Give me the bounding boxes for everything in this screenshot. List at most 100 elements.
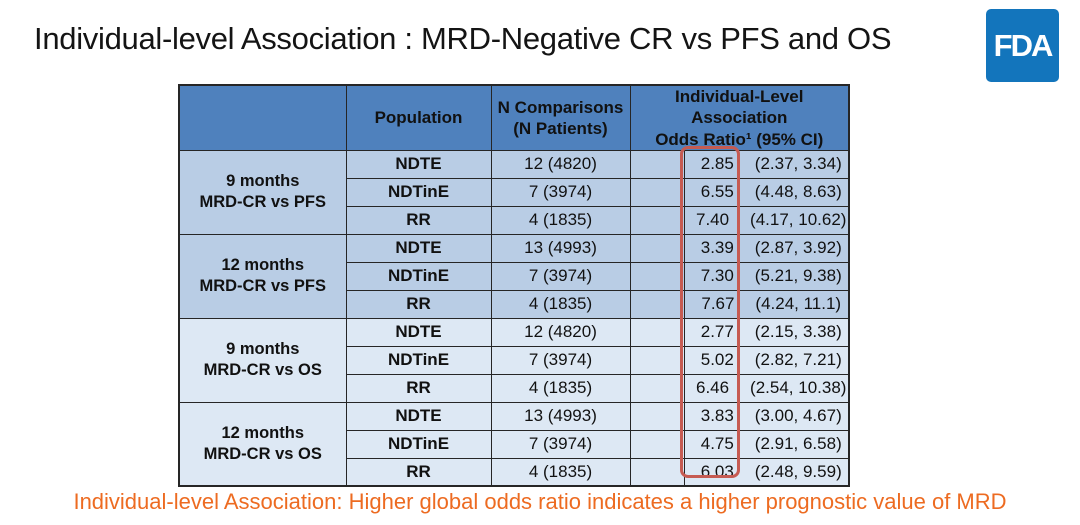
spacer-cell xyxy=(629,373,685,403)
n-comparisons-cell: 12 (4820) xyxy=(490,317,631,347)
odds-ratio-cell: 7.40 (4.17, 10.62) xyxy=(683,205,850,235)
population-cell: RR xyxy=(345,289,492,319)
odds-ratio-value: 3.83 xyxy=(700,406,734,426)
odds-ratio-cell: 4.75 (2.91, 6.58) xyxy=(683,429,850,459)
confidence-interval-value: (3.00, 4.67) xyxy=(754,406,842,426)
spacer-cell xyxy=(629,177,685,207)
odds-ratio-value: 7.30 xyxy=(700,266,734,286)
odds-ratio-value: 7.40 xyxy=(696,210,730,230)
odds-ratio-value: 7.67 xyxy=(701,294,735,314)
odds-ratio-cell: 5.02 (2.82, 7.21) xyxy=(683,345,850,375)
spacer-cell xyxy=(629,233,685,263)
odds-ratio-cell: 3.83 (3.00, 4.67) xyxy=(683,401,850,431)
odds-ratio-value: 5.02 xyxy=(700,350,734,370)
table-row: RR 4 (1835) 7.40 (4.17, 10.62) xyxy=(179,205,850,235)
spacer-cell xyxy=(629,457,685,487)
confidence-interval-value: (2.37, 3.34) xyxy=(754,154,842,174)
odds-ratio-cell: 6.55 (4.48, 8.63) xyxy=(683,177,850,207)
table-row: NDTinE 7 (3974) 4.75 (2.91, 6.58) xyxy=(179,429,850,459)
spacer-cell xyxy=(629,205,685,235)
fda-logo: FDA xyxy=(986,9,1059,82)
confidence-interval-value: (2.82, 7.21) xyxy=(754,350,842,370)
population-cell: NDTinE xyxy=(345,177,492,207)
confidence-interval-value: (2.15, 3.38) xyxy=(754,322,842,342)
odds-ratio-value: 6.46 xyxy=(696,378,730,398)
n-comparisons-cell: 13 (4993) xyxy=(490,401,631,431)
spacer-cell xyxy=(629,401,685,431)
header-cell-group xyxy=(178,84,347,151)
table-row: RR 4 (1835) 6.46 (2.54, 10.38) xyxy=(179,373,850,403)
spacer-cell xyxy=(629,317,685,347)
population-cell: RR xyxy=(345,373,492,403)
odds-ratio-cell: 7.30 (5.21, 9.38) xyxy=(683,261,850,291)
table-row: NDTinE 7 (3974) 6.55 (4.48, 8.63) xyxy=(179,177,850,207)
odds-ratio-cell: 6.03 (2.48, 9.59) xyxy=(683,457,850,487)
odds-ratio-value: 2.85 xyxy=(700,154,734,174)
population-cell: NDTE xyxy=(345,401,492,431)
odds-ratio-cell: 2.77 (2.15, 3.38) xyxy=(683,317,850,347)
confidence-interval-value: (5.21, 9.38) xyxy=(754,266,842,286)
confidence-interval-value: (2.87, 3.92) xyxy=(754,238,842,258)
confidence-interval-value: (2.54, 10.38) xyxy=(750,378,847,398)
n-comparisons-cell: 12 (4820) xyxy=(490,149,631,179)
footer-note: Individual-level Association: Higher glo… xyxy=(73,489,1007,514)
population-cell: NDTE xyxy=(345,317,492,347)
odds-ratio-value: 6.55 xyxy=(700,182,734,202)
table-row: RR 4 (1835) 6.03 (2.48, 9.59) xyxy=(179,457,850,487)
spacer-cell xyxy=(629,429,685,459)
results-table: Population N Comparisons (N Patients) In… xyxy=(178,84,851,488)
odds-ratio-cell: 2.85 (2.37, 3.34) xyxy=(683,149,850,179)
n-comparisons-cell: 4 (1835) xyxy=(490,373,631,403)
table-row: 9 months MRD-CR vs PFS NDTE 12 (4820) 2.85 (… xyxy=(178,149,850,235)
results-table-wrap: Population N Comparisons (N Patients) In… xyxy=(178,84,851,488)
population-cell: RR xyxy=(345,457,492,487)
odds-ratio-value: 3.39 xyxy=(700,238,734,258)
group-label-cell: 9 months MRD-CR vs OS xyxy=(178,317,347,403)
header-cell-n-comparisons: N Comparisons (N Patients) xyxy=(490,84,631,151)
header-cell-population: Population xyxy=(345,84,492,151)
population-cell: RR xyxy=(345,205,492,235)
n-comparisons-cell: 7 (3974) xyxy=(490,345,631,375)
confidence-interval-value: (2.91, 6.58) xyxy=(754,434,842,454)
odds-ratio-cell: 6.46 (2.54, 10.38) xyxy=(683,373,850,403)
odds-ratio-cell: 3.39 (2.87, 3.92) xyxy=(683,233,850,263)
header-cell-odds-ratio: Individual-Level Association Odds Ratio¹… xyxy=(629,84,850,151)
n-comparisons-cell: 4 (1835) xyxy=(490,205,631,235)
spacer-cell xyxy=(629,149,685,179)
population-cell: NDTE xyxy=(345,233,492,263)
n-comparisons-cell: 7 (3974) xyxy=(490,261,631,291)
table-row: NDTinE 7 (3974) 7.30 (5.21, 9.38) xyxy=(179,261,850,291)
confidence-interval-value: (4.24, 11.1) xyxy=(755,294,842,314)
population-cell: NDTinE xyxy=(345,429,492,459)
odds-ratio-cell: 7.67 (4.24, 11.1) xyxy=(683,289,850,319)
table-row: 9 months MRD-CR vs OS NDTE 12 (4820) 2.77 (2… xyxy=(178,317,850,403)
odds-ratio-value: 6.03 xyxy=(700,462,734,481)
group-label-cell: 12 months MRD-CR vs PFS xyxy=(178,233,347,319)
population-cell: NDTE xyxy=(345,149,492,179)
spacer-cell xyxy=(629,289,685,319)
n-comparisons-cell: 7 (3974) xyxy=(490,177,631,207)
odds-ratio-value: 2.77 xyxy=(700,322,734,342)
n-comparisons-cell: 4 (1835) xyxy=(490,457,631,487)
spacer-cell xyxy=(629,261,685,291)
spacer-cell xyxy=(629,345,685,375)
confidence-interval-value: (2.48, 9.59) xyxy=(754,462,842,481)
confidence-interval-value: (4.48, 8.63) xyxy=(754,182,842,202)
table-body: 9 months MRD-CR vs PFS NDTE 12 (4820) 2.85(… xyxy=(178,149,850,487)
fda-logo-text: FDA xyxy=(993,27,1054,63)
odds-ratio-value: 4.75 xyxy=(700,434,734,454)
table-header-row: Population N Comparisons (N Patients) In… xyxy=(178,84,850,151)
group-label-cell: 12 months MRD-CR vs OS xyxy=(178,401,347,487)
population-cell: NDTinE xyxy=(345,345,492,375)
page-title: Individual-level Association : MRD-Negat… xyxy=(34,21,892,56)
table-row: RR 4 (1835) 7.67 (4.24, 11.1) xyxy=(179,289,850,319)
table-row: 12 months MRD-CR vs PFS NDTE 13 (4993) 3.39… xyxy=(178,233,850,319)
population-cell: NDTinE xyxy=(345,261,492,291)
n-comparisons-cell: 4 (1835) xyxy=(490,289,631,319)
confidence-interval-value: (4.17, 10.62) xyxy=(750,210,847,230)
n-comparisons-cell: 13 (4993) xyxy=(490,233,631,263)
table-row: 12 months MRD-CR vs OS NDTE 13 (4993) 3.83 (… xyxy=(178,401,850,487)
n-comparisons-cell: 7 (3974) xyxy=(490,429,631,459)
group-label-cell: 9 months MRD-CR vs PFS xyxy=(178,149,347,235)
